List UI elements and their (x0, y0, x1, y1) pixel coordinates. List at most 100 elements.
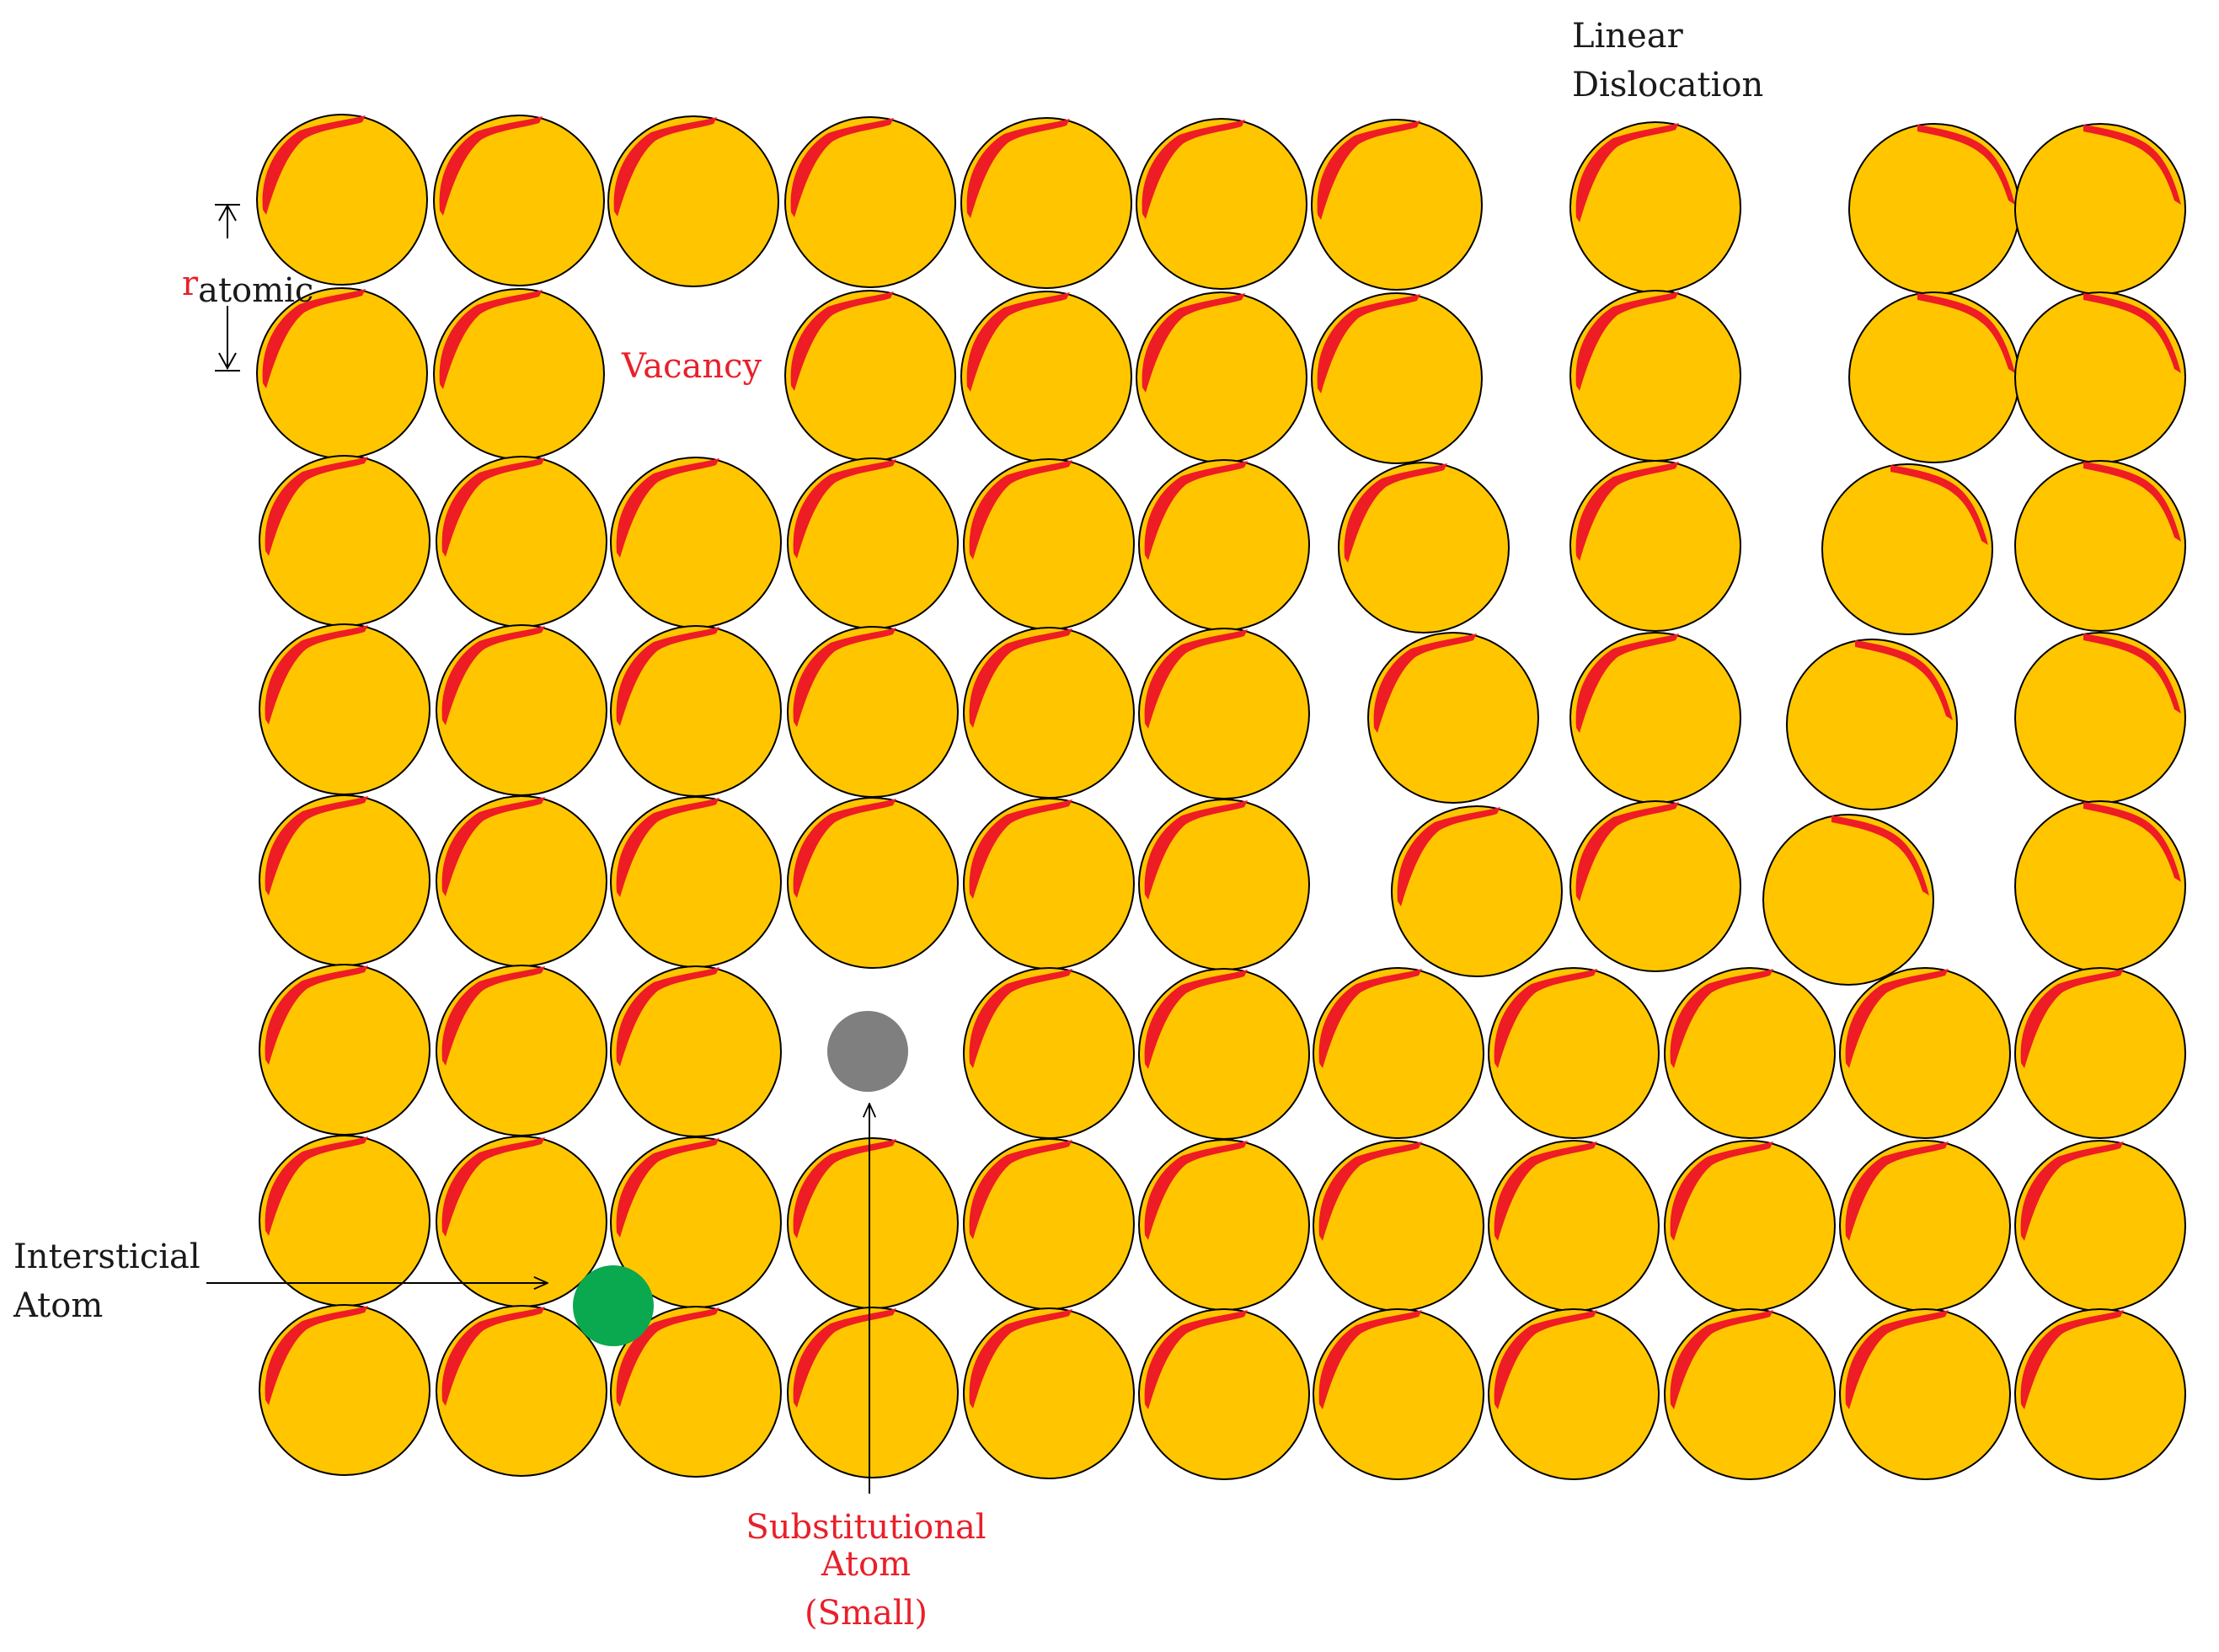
atomic-radius-label: ratomic (182, 265, 313, 310)
atom (1367, 632, 1539, 804)
atom (787, 1137, 959, 1309)
atom (1569, 460, 1741, 632)
atom (1848, 123, 2020, 295)
atom-highlight (969, 969, 1072, 1068)
substitutional-atom (827, 1011, 908, 1092)
atom (2014, 460, 2186, 632)
atom (963, 967, 1135, 1139)
atom-highlight (966, 119, 1070, 218)
atom (1138, 1308, 1310, 1480)
atom (433, 288, 605, 460)
atom-highlight (265, 1136, 368, 1236)
atom-highlight (616, 1138, 719, 1238)
atom-highlight (1855, 640, 1953, 720)
atom-highlight (1670, 969, 1773, 1068)
atom-highlight (790, 118, 894, 217)
atom-highlight (969, 1140, 1072, 1239)
atom (1488, 1140, 1660, 1312)
atom-highlight (793, 459, 896, 559)
atom (259, 1304, 430, 1476)
atom (2014, 1308, 2186, 1480)
atom (963, 458, 1135, 630)
atom (1821, 463, 1993, 635)
atom-highlight (439, 290, 543, 389)
atom (1839, 1140, 2011, 1312)
atom (256, 114, 428, 286)
atom (1391, 805, 1563, 977)
atom (1786, 639, 1958, 810)
atom (1569, 121, 1741, 293)
atom (610, 965, 782, 1137)
atom (1138, 459, 1310, 631)
interstitial-label-line2: Atom (13, 1286, 103, 1325)
atom (1311, 119, 1483, 291)
atom-highlight (1575, 634, 1679, 733)
interstitial-atom (573, 1265, 654, 1346)
atom-highlight (1144, 1141, 1248, 1240)
atom-highlight (2020, 1310, 2124, 1409)
atom-highlight (790, 291, 894, 391)
atom-highlight (441, 457, 545, 557)
atom-highlight (1845, 1141, 1949, 1241)
atom-highlight (1344, 463, 1447, 563)
atom-highlight (1670, 1141, 1773, 1241)
atom (1839, 967, 2011, 1139)
atom-highlight (1373, 634, 1477, 733)
atom (259, 794, 430, 966)
atom (784, 116, 956, 288)
atom (436, 624, 607, 796)
atom (960, 117, 1132, 289)
atom-highlight (1494, 1141, 1597, 1241)
atom (2014, 967, 2186, 1139)
atom-highlight (1494, 1310, 1597, 1409)
atom-highlight (1144, 800, 1248, 900)
atom (1313, 1308, 1484, 1480)
atom-highlight (1575, 462, 1679, 561)
atom-highlight (265, 625, 368, 724)
atom-highlight (1142, 120, 1245, 219)
atom (1136, 291, 1307, 463)
interstitial-label-line1: Intersticial (13, 1238, 201, 1276)
atom-highlight (793, 1308, 896, 1408)
substitutional-label-line2: Atom (821, 1545, 911, 1584)
atomic-radius-marker (215, 203, 240, 372)
atom (1488, 967, 1660, 1139)
atom-highlight (969, 1309, 1072, 1409)
atom (1138, 968, 1310, 1140)
atom-highlight (1142, 293, 1245, 393)
atom-highlight (1318, 1310, 1422, 1409)
atom-highlight (1317, 294, 1420, 393)
substitutional-label-line1: Substitutional (746, 1508, 986, 1547)
atom (963, 1138, 1135, 1310)
atom (1138, 1139, 1310, 1311)
atom-highlight (1575, 291, 1679, 391)
atom-highlight (793, 628, 896, 727)
atom (1488, 1308, 1660, 1480)
atom (1839, 1308, 2011, 1480)
atom (610, 796, 782, 968)
atom (259, 455, 430, 627)
atom (1569, 632, 1741, 804)
atom (963, 798, 1135, 970)
atom (436, 965, 607, 1136)
atom-highlight (441, 1137, 545, 1237)
atom-highlight (793, 799, 896, 898)
atom-highlight (2083, 293, 2181, 373)
atom (436, 795, 607, 967)
atom-highlight (969, 460, 1072, 559)
atom-highlight (1318, 969, 1422, 1068)
atom-highlight (2020, 1141, 2124, 1241)
atom-highlight (441, 966, 545, 1066)
atom-highlight (1317, 120, 1420, 220)
atom (787, 626, 959, 798)
atom (1136, 118, 1307, 290)
atom (259, 964, 430, 1136)
atom (963, 627, 1135, 799)
atom (433, 115, 605, 286)
atom-highlight (2083, 802, 2181, 882)
atom-highlight (616, 458, 719, 558)
atom (259, 623, 430, 795)
atom-highlight (793, 1139, 896, 1238)
atom-highlight (2083, 462, 2181, 542)
atom (610, 457, 782, 628)
